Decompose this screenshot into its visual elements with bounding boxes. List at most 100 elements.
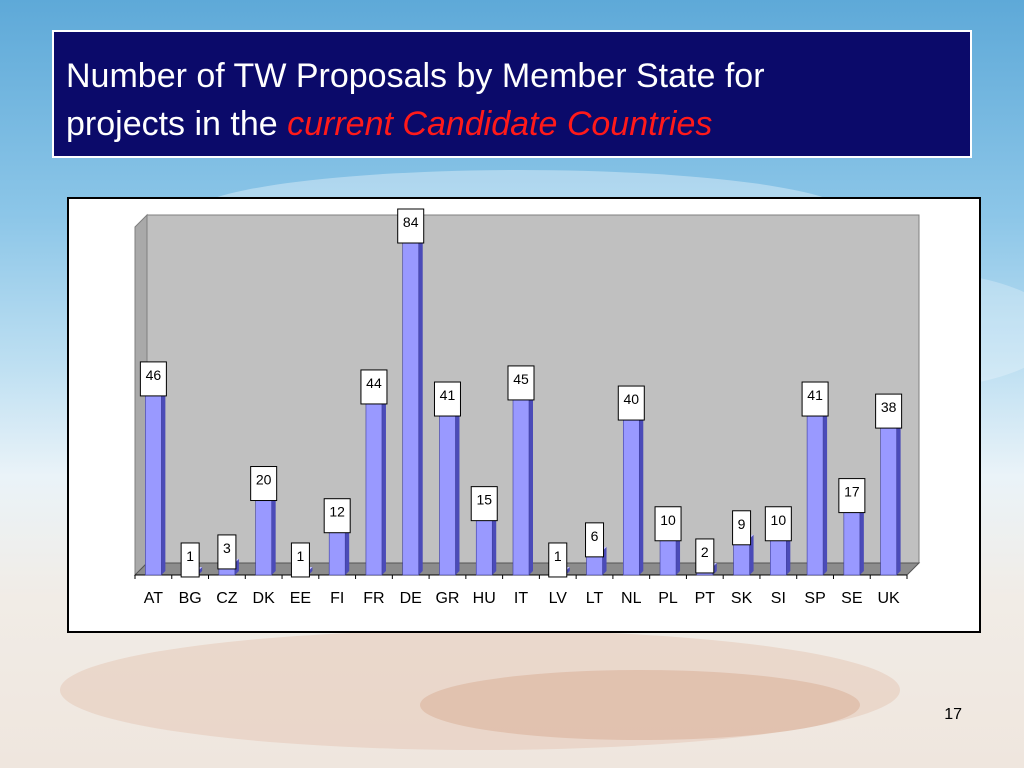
page-number: 17 bbox=[944, 706, 962, 723]
bar-group: 20 bbox=[250, 466, 278, 576]
data-label-box bbox=[585, 522, 605, 558]
data-label-box bbox=[875, 393, 903, 429]
bar bbox=[402, 236, 420, 576]
data-label-box bbox=[548, 542, 568, 578]
data-label: 9 bbox=[738, 516, 746, 532]
data-label: 20 bbox=[256, 472, 272, 488]
data-label-box bbox=[180, 542, 200, 578]
bar-group: 1 bbox=[180, 542, 203, 578]
x-tick-label: LT bbox=[586, 590, 604, 607]
bar bbox=[843, 506, 861, 576]
bar-group: 15 bbox=[470, 486, 498, 576]
data-label: 46 bbox=[146, 367, 162, 383]
data-label: 10 bbox=[660, 512, 676, 528]
data-label: 84 bbox=[403, 214, 419, 230]
x-tick-label: SE bbox=[841, 590, 862, 607]
bar-group: 45 bbox=[507, 365, 535, 576]
data-label-box bbox=[139, 361, 167, 397]
data-label-box bbox=[764, 506, 792, 542]
data-label-box bbox=[433, 381, 461, 417]
bar-group: 41 bbox=[433, 381, 461, 576]
bar bbox=[806, 409, 824, 576]
data-label-box bbox=[838, 478, 866, 514]
x-tick-label: EE bbox=[290, 590, 311, 607]
bar bbox=[512, 393, 530, 576]
data-label: 12 bbox=[329, 504, 345, 520]
data-label: 2 bbox=[701, 544, 709, 560]
x-tick-label: SI bbox=[771, 590, 786, 607]
data-label: 1 bbox=[554, 548, 562, 564]
bar bbox=[475, 514, 493, 576]
bar-group: 84 bbox=[397, 208, 425, 576]
data-label-box bbox=[801, 381, 829, 417]
data-label: 45 bbox=[513, 371, 529, 387]
x-tick-label: GR bbox=[435, 590, 459, 607]
bar-side bbox=[345, 522, 350, 575]
data-label: 15 bbox=[476, 492, 492, 508]
bar-side bbox=[418, 233, 423, 575]
x-tick-label: LV bbox=[549, 590, 568, 607]
bar-side bbox=[859, 502, 864, 575]
bar bbox=[622, 413, 640, 576]
slide-title: Number of TW Proposals by Member State f… bbox=[52, 30, 972, 158]
x-tick-label: PL bbox=[658, 590, 678, 607]
bar-group: 9 bbox=[732, 510, 754, 576]
x-tick-label: AT bbox=[144, 590, 163, 607]
x-tick-label: NL bbox=[621, 590, 642, 607]
bar-group: 1 bbox=[290, 542, 313, 578]
data-label: 6 bbox=[591, 528, 599, 544]
bar bbox=[880, 421, 897, 576]
data-label-box bbox=[470, 486, 498, 522]
data-label-box bbox=[290, 542, 310, 578]
x-tick-label: DK bbox=[253, 590, 276, 607]
title-line-2: projects in the current Candidate Countr… bbox=[66, 100, 956, 148]
x-tick-label: FR bbox=[363, 590, 384, 607]
title-line-1: Number of TW Proposals by Member State f… bbox=[66, 57, 765, 95]
data-label: 41 bbox=[440, 387, 456, 403]
x-tick-label: BG bbox=[179, 590, 202, 607]
bar-group: 1 bbox=[548, 542, 570, 578]
bar-group: 10 bbox=[764, 506, 792, 576]
title-line-2-text: projects in the bbox=[66, 105, 278, 143]
data-label-box bbox=[654, 506, 682, 542]
bar-group: 10 bbox=[654, 506, 682, 576]
bar bbox=[439, 409, 456, 576]
bar-side bbox=[161, 385, 166, 575]
data-label-box bbox=[217, 534, 237, 570]
bar bbox=[255, 494, 272, 576]
bar bbox=[365, 397, 383, 576]
x-tick-label: CZ bbox=[216, 590, 238, 607]
bar-side bbox=[639, 410, 644, 575]
bar-group: 3 bbox=[217, 534, 239, 576]
data-label-box bbox=[732, 510, 752, 546]
data-label-box bbox=[250, 466, 278, 502]
data-label: 1 bbox=[186, 548, 194, 564]
data-label: 44 bbox=[366, 375, 382, 391]
data-label: 38 bbox=[881, 399, 897, 415]
x-tick-label: DE bbox=[400, 590, 422, 607]
bar-side bbox=[455, 406, 460, 575]
x-tick-label: HU bbox=[473, 590, 496, 607]
bar-side bbox=[492, 510, 497, 575]
data-label: 40 bbox=[623, 391, 639, 407]
bar-side bbox=[896, 418, 901, 575]
bar-side bbox=[823, 406, 828, 575]
data-label: 3 bbox=[223, 540, 231, 556]
bar bbox=[145, 389, 162, 576]
x-tick-label: IT bbox=[514, 590, 528, 607]
bar-group: 6 bbox=[585, 522, 607, 576]
bar-side bbox=[676, 530, 681, 575]
data-label-box bbox=[360, 369, 388, 405]
x-tick-label: SK bbox=[731, 590, 753, 607]
data-label: 17 bbox=[844, 484, 860, 500]
data-label-box bbox=[617, 385, 645, 421]
data-label-box bbox=[507, 365, 535, 401]
data-label: 1 bbox=[297, 548, 305, 564]
bar-group: 44 bbox=[360, 369, 388, 576]
bar-chart: 46AT1BG3CZ20DK1EE12FI44FR84DE41GR15HU45I… bbox=[133, 208, 921, 607]
chart-frame: 46 AT 1 BG 3 CZ 20 DK 1 EE 12 FI 44 FR 84 DE 41 GR 15 HU 45 I… bbox=[67, 197, 981, 633]
bar-side bbox=[786, 530, 791, 575]
data-label: 10 bbox=[771, 512, 787, 528]
x-tick-label: SP bbox=[804, 590, 825, 607]
data-label-box bbox=[397, 208, 425, 244]
